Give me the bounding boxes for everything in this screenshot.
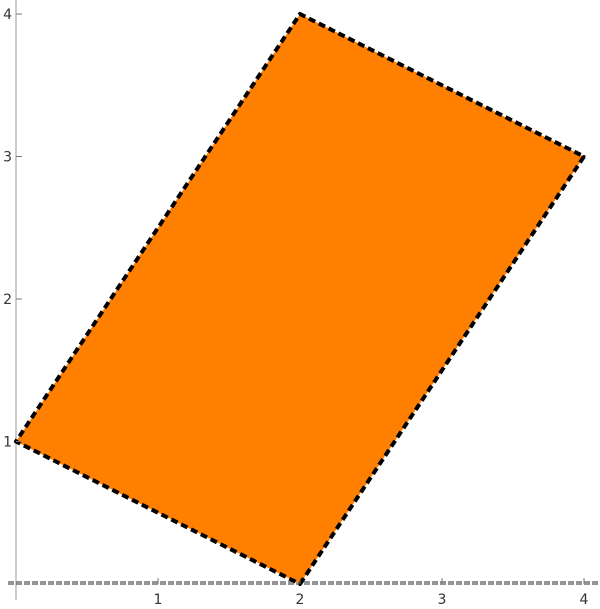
y-tick-label-1: 1 — [3, 435, 12, 451]
y-tick-label-2: 2 — [3, 292, 12, 308]
polygon-vertex-1 — [582, 155, 586, 158]
polygon-vertex-2 — [298, 12, 302, 16]
polygon-fill — [16, 14, 584, 584]
x-tick-label-3: 3 — [438, 592, 447, 608]
y-tick-label-4: 4 — [3, 7, 12, 23]
polygon-layer — [14, 12, 586, 586]
x-tick-label-4: 4 — [580, 592, 589, 608]
x-tick-label-1: 1 — [154, 592, 163, 608]
y-tick-label-3: 3 — [3, 150, 12, 166]
axes — [8, 0, 598, 600]
x-tick-label-2: 2 — [296, 592, 305, 608]
tick-layer: 1 2 3 4 1 2 3 4 — [3, 7, 588, 608]
